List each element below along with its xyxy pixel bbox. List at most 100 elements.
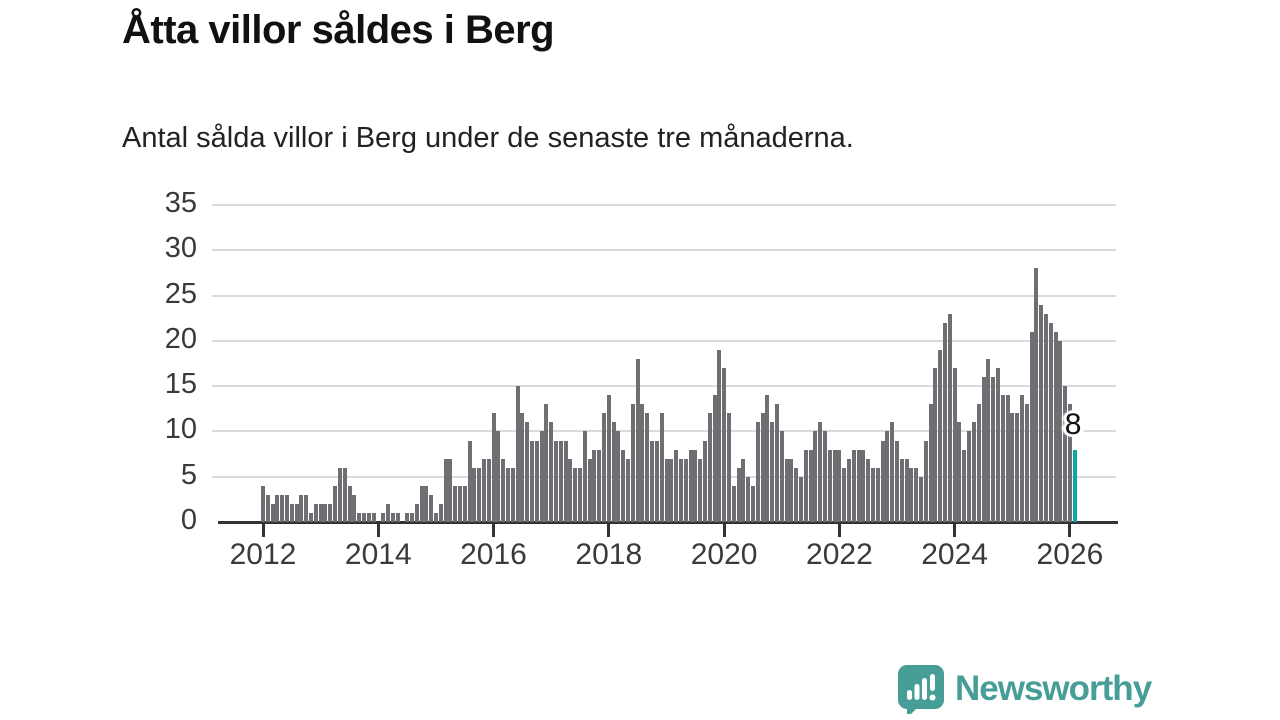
- bar: [650, 440, 654, 522]
- bar: [385, 503, 390, 522]
- bar: [823, 431, 827, 522]
- bar: [309, 512, 313, 522]
- bar: [1048, 322, 1053, 522]
- bar: [578, 467, 582, 522]
- grid-line: [212, 385, 1116, 388]
- x-axis-tick: [722, 524, 726, 537]
- bar: [1067, 404, 1072, 522]
- bar: [659, 413, 664, 522]
- bar: [390, 512, 395, 522]
- bar: [736, 467, 741, 522]
- bar: [741, 458, 746, 522]
- bar: [808, 449, 813, 522]
- bar: [1015, 413, 1020, 522]
- x-axis-tick-label: 2022: [806, 538, 873, 571]
- bar: [914, 467, 919, 522]
- bar: [1019, 395, 1024, 522]
- bar: [1010, 413, 1015, 522]
- bar: [438, 503, 443, 522]
- bar: [261, 485, 265, 522]
- x-axis-tick: [261, 524, 265, 537]
- bar: [1053, 331, 1058, 522]
- bar: [265, 494, 270, 522]
- bar: [803, 449, 808, 522]
- bar: [707, 413, 712, 522]
- bar: [630, 404, 635, 522]
- bar: [337, 467, 342, 522]
- bar: [1034, 268, 1039, 522]
- bar: [698, 458, 703, 522]
- bar: [794, 467, 799, 522]
- grid-line: [212, 204, 1116, 206]
- bar: [1024, 404, 1029, 522]
- bar: [688, 449, 693, 522]
- bar: [357, 512, 362, 522]
- x-axis-tick-label: 2012: [229, 538, 297, 571]
- bar: [669, 458, 674, 522]
- bar: [313, 503, 318, 522]
- bar: [328, 503, 333, 522]
- newsworthy-logo[interactable]: Newsworthy: [897, 664, 1152, 714]
- y-axis-tick-label: 25: [164, 277, 197, 310]
- bar: [938, 349, 943, 522]
- bar: [731, 485, 736, 522]
- bar: [299, 494, 304, 522]
- bar: [453, 485, 458, 522]
- bar: [318, 503, 323, 522]
- bar: [635, 359, 640, 522]
- bar: [573, 467, 578, 522]
- bar: [779, 431, 784, 522]
- y-axis-tick-label: 15: [164, 368, 197, 401]
- bar: [275, 494, 280, 522]
- bar: [712, 395, 717, 522]
- bar: [976, 404, 981, 522]
- bar: [702, 440, 707, 522]
- bar: [957, 422, 962, 522]
- bar: [549, 422, 554, 522]
- bar: [587, 458, 592, 522]
- bar: [952, 368, 957, 522]
- y-axis-tick-label: 10: [164, 413, 197, 446]
- bar: [693, 449, 698, 522]
- bar: [506, 467, 510, 522]
- bar: [986, 359, 991, 522]
- bar: [530, 440, 534, 522]
- bar: [827, 449, 832, 522]
- highlight-value-label: 8: [1064, 407, 1082, 441]
- bar: [919, 476, 923, 522]
- bar: [832, 449, 837, 522]
- bar: [981, 377, 986, 522]
- bar: [837, 449, 842, 522]
- bar: [270, 503, 275, 522]
- bar-chart-speech-bubble-icon: [897, 664, 945, 714]
- bar: [856, 449, 861, 522]
- x-axis-tick: [607, 524, 611, 537]
- bar: [467, 440, 472, 522]
- bar: [520, 413, 525, 522]
- x-axis-tick: [837, 524, 841, 537]
- bar: [419, 485, 424, 522]
- bar: [510, 467, 515, 522]
- bar: [789, 458, 794, 522]
- bar: [818, 422, 823, 522]
- bar: [899, 458, 904, 522]
- bar: [352, 494, 357, 522]
- bar: [664, 458, 669, 522]
- bar: [477, 467, 482, 522]
- bar: [765, 395, 770, 522]
- x-axis-tick: [1068, 524, 1072, 537]
- page-title: Åtta villor såldes i Berg: [122, 8, 555, 52]
- grid-line: [212, 475, 1116, 478]
- bar: [770, 422, 775, 522]
- bar: [1029, 331, 1034, 522]
- bar: [726, 413, 731, 522]
- bar: [395, 512, 400, 522]
- bar: [971, 422, 976, 522]
- bar: [995, 368, 1000, 522]
- bar: [366, 512, 371, 522]
- x-axis-tick-label: 2026: [1036, 538, 1104, 571]
- bar: [539, 431, 544, 522]
- bar: [544, 404, 549, 522]
- bar: [433, 512, 438, 522]
- bar: [568, 458, 573, 522]
